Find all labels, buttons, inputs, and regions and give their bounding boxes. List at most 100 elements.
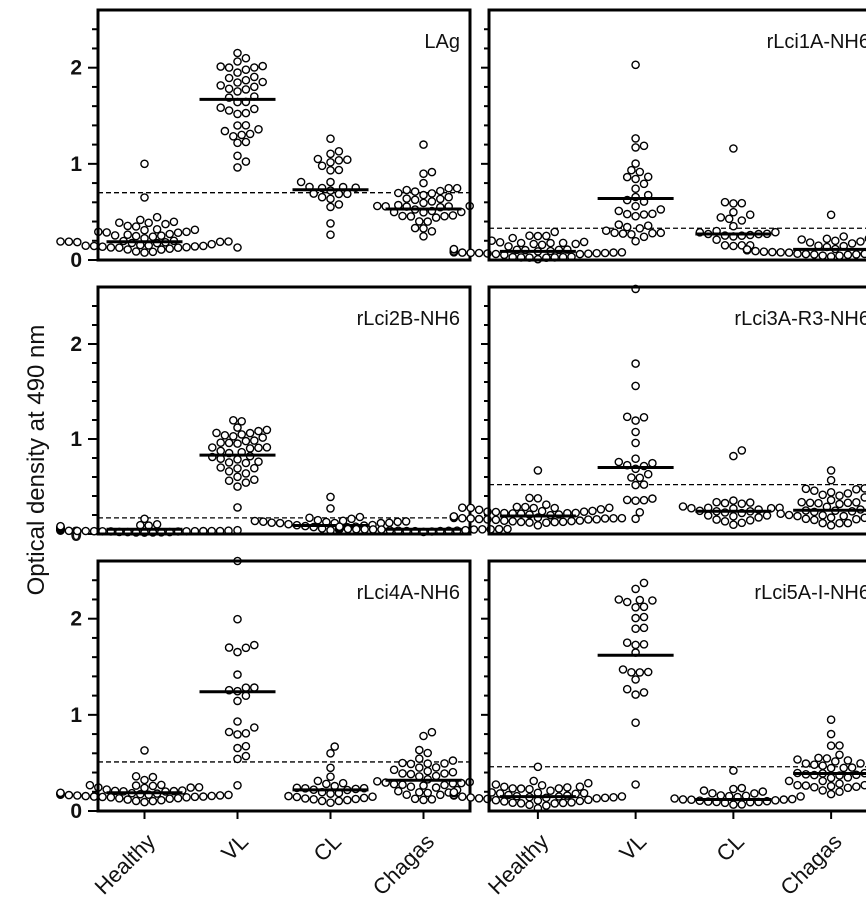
data-point: [600, 514, 610, 523]
data-point: [584, 515, 593, 524]
data-point: [233, 464, 242, 473]
data-point: [818, 251, 828, 260]
data-point: [427, 727, 437, 737]
data-point: [631, 640, 640, 650]
data-point: [300, 794, 310, 803]
data-point: [860, 493, 866, 502]
data-point: [754, 513, 763, 522]
data-point: [258, 61, 268, 71]
data-point: [106, 243, 116, 252]
data-point: [173, 228, 183, 237]
data-point: [575, 249, 585, 259]
data-point: [618, 229, 628, 238]
data-point: [533, 493, 543, 503]
data-point: [508, 784, 518, 793]
data-point: [241, 741, 251, 751]
data-point: [575, 516, 585, 525]
data-point: [258, 517, 268, 527]
data-point: [64, 526, 74, 536]
data-point: [241, 137, 251, 147]
data-point: [419, 731, 428, 741]
data-point: [228, 131, 238, 141]
data-point: [262, 442, 272, 452]
data-point: [317, 192, 327, 202]
data-point: [579, 237, 589, 247]
data-point: [558, 517, 568, 527]
data-point: [584, 778, 593, 788]
data-point: [423, 766, 433, 776]
data-point: [224, 237, 233, 246]
panel-title: rLci2B-NH6: [357, 308, 460, 330]
data-point: [249, 63, 259, 72]
data-point: [457, 248, 467, 257]
data-point: [140, 193, 149, 202]
data-point: [708, 789, 717, 798]
data-point: [712, 515, 721, 524]
data-point: [335, 522, 344, 532]
panel: 012rLci2B-NH6: [56, 285, 512, 546]
data-point: [810, 782, 819, 792]
panel-frame: [96, 8, 472, 262]
data-point: [435, 194, 445, 204]
data-point: [402, 185, 412, 195]
data-point: [617, 247, 627, 257]
data-point: [631, 613, 640, 623]
data-point: [330, 742, 340, 751]
data-point: [317, 796, 327, 806]
data-point: [317, 161, 327, 171]
data-point: [334, 146, 344, 156]
data-point: [73, 791, 82, 800]
data-point: [818, 490, 828, 500]
data-point: [190, 792, 200, 802]
data-point: [504, 242, 513, 251]
data-point: [140, 775, 149, 785]
data-point: [835, 787, 844, 797]
data-point: [474, 248, 484, 258]
data-point: [818, 776, 828, 786]
data-point: [419, 795, 428, 805]
data-point: [635, 167, 645, 177]
data-point: [793, 511, 802, 521]
data-point: [508, 517, 518, 526]
data-point: [631, 675, 640, 684]
data-point: [814, 753, 823, 763]
data-point: [801, 484, 811, 494]
data-point: [215, 791, 225, 800]
data-point: [241, 108, 251, 118]
panel: 0 1 2 Healthy VL CL Chagas rLci4A-NH6: [56, 556, 475, 900]
data-point: [241, 75, 251, 85]
data-point: [64, 790, 74, 800]
data-point: [745, 498, 755, 507]
data-point: [759, 247, 769, 256]
data-point: [503, 524, 512, 534]
data-point: [233, 439, 242, 448]
data-point: [233, 138, 242, 148]
data-point: [249, 640, 259, 650]
data-point: [818, 510, 828, 520]
data-point: [826, 729, 836, 739]
data-point: [631, 438, 640, 448]
data-point: [254, 443, 263, 453]
data-point: [860, 484, 866, 493]
x-category-label: Chagas: [775, 829, 846, 900]
data-point: [423, 748, 433, 758]
data-point: [631, 780, 640, 789]
data-point: [313, 154, 323, 164]
data-point: [516, 784, 526, 793]
data-point: [249, 723, 259, 732]
data-point: [729, 451, 738, 461]
data-point: [839, 511, 849, 521]
data-point: [860, 513, 866, 523]
data-point: [793, 249, 802, 258]
data-point: [237, 416, 246, 426]
data-point: [742, 245, 752, 254]
data-point: [648, 209, 657, 219]
data-point: [419, 198, 428, 208]
y-tick-label: 1: [70, 428, 82, 451]
data-point: [249, 72, 259, 82]
data-point: [784, 776, 794, 786]
panel-title: rLci1A-NH6: [767, 31, 866, 53]
data-point: [656, 205, 666, 214]
data-point: [831, 757, 840, 766]
data-point: [224, 438, 234, 448]
